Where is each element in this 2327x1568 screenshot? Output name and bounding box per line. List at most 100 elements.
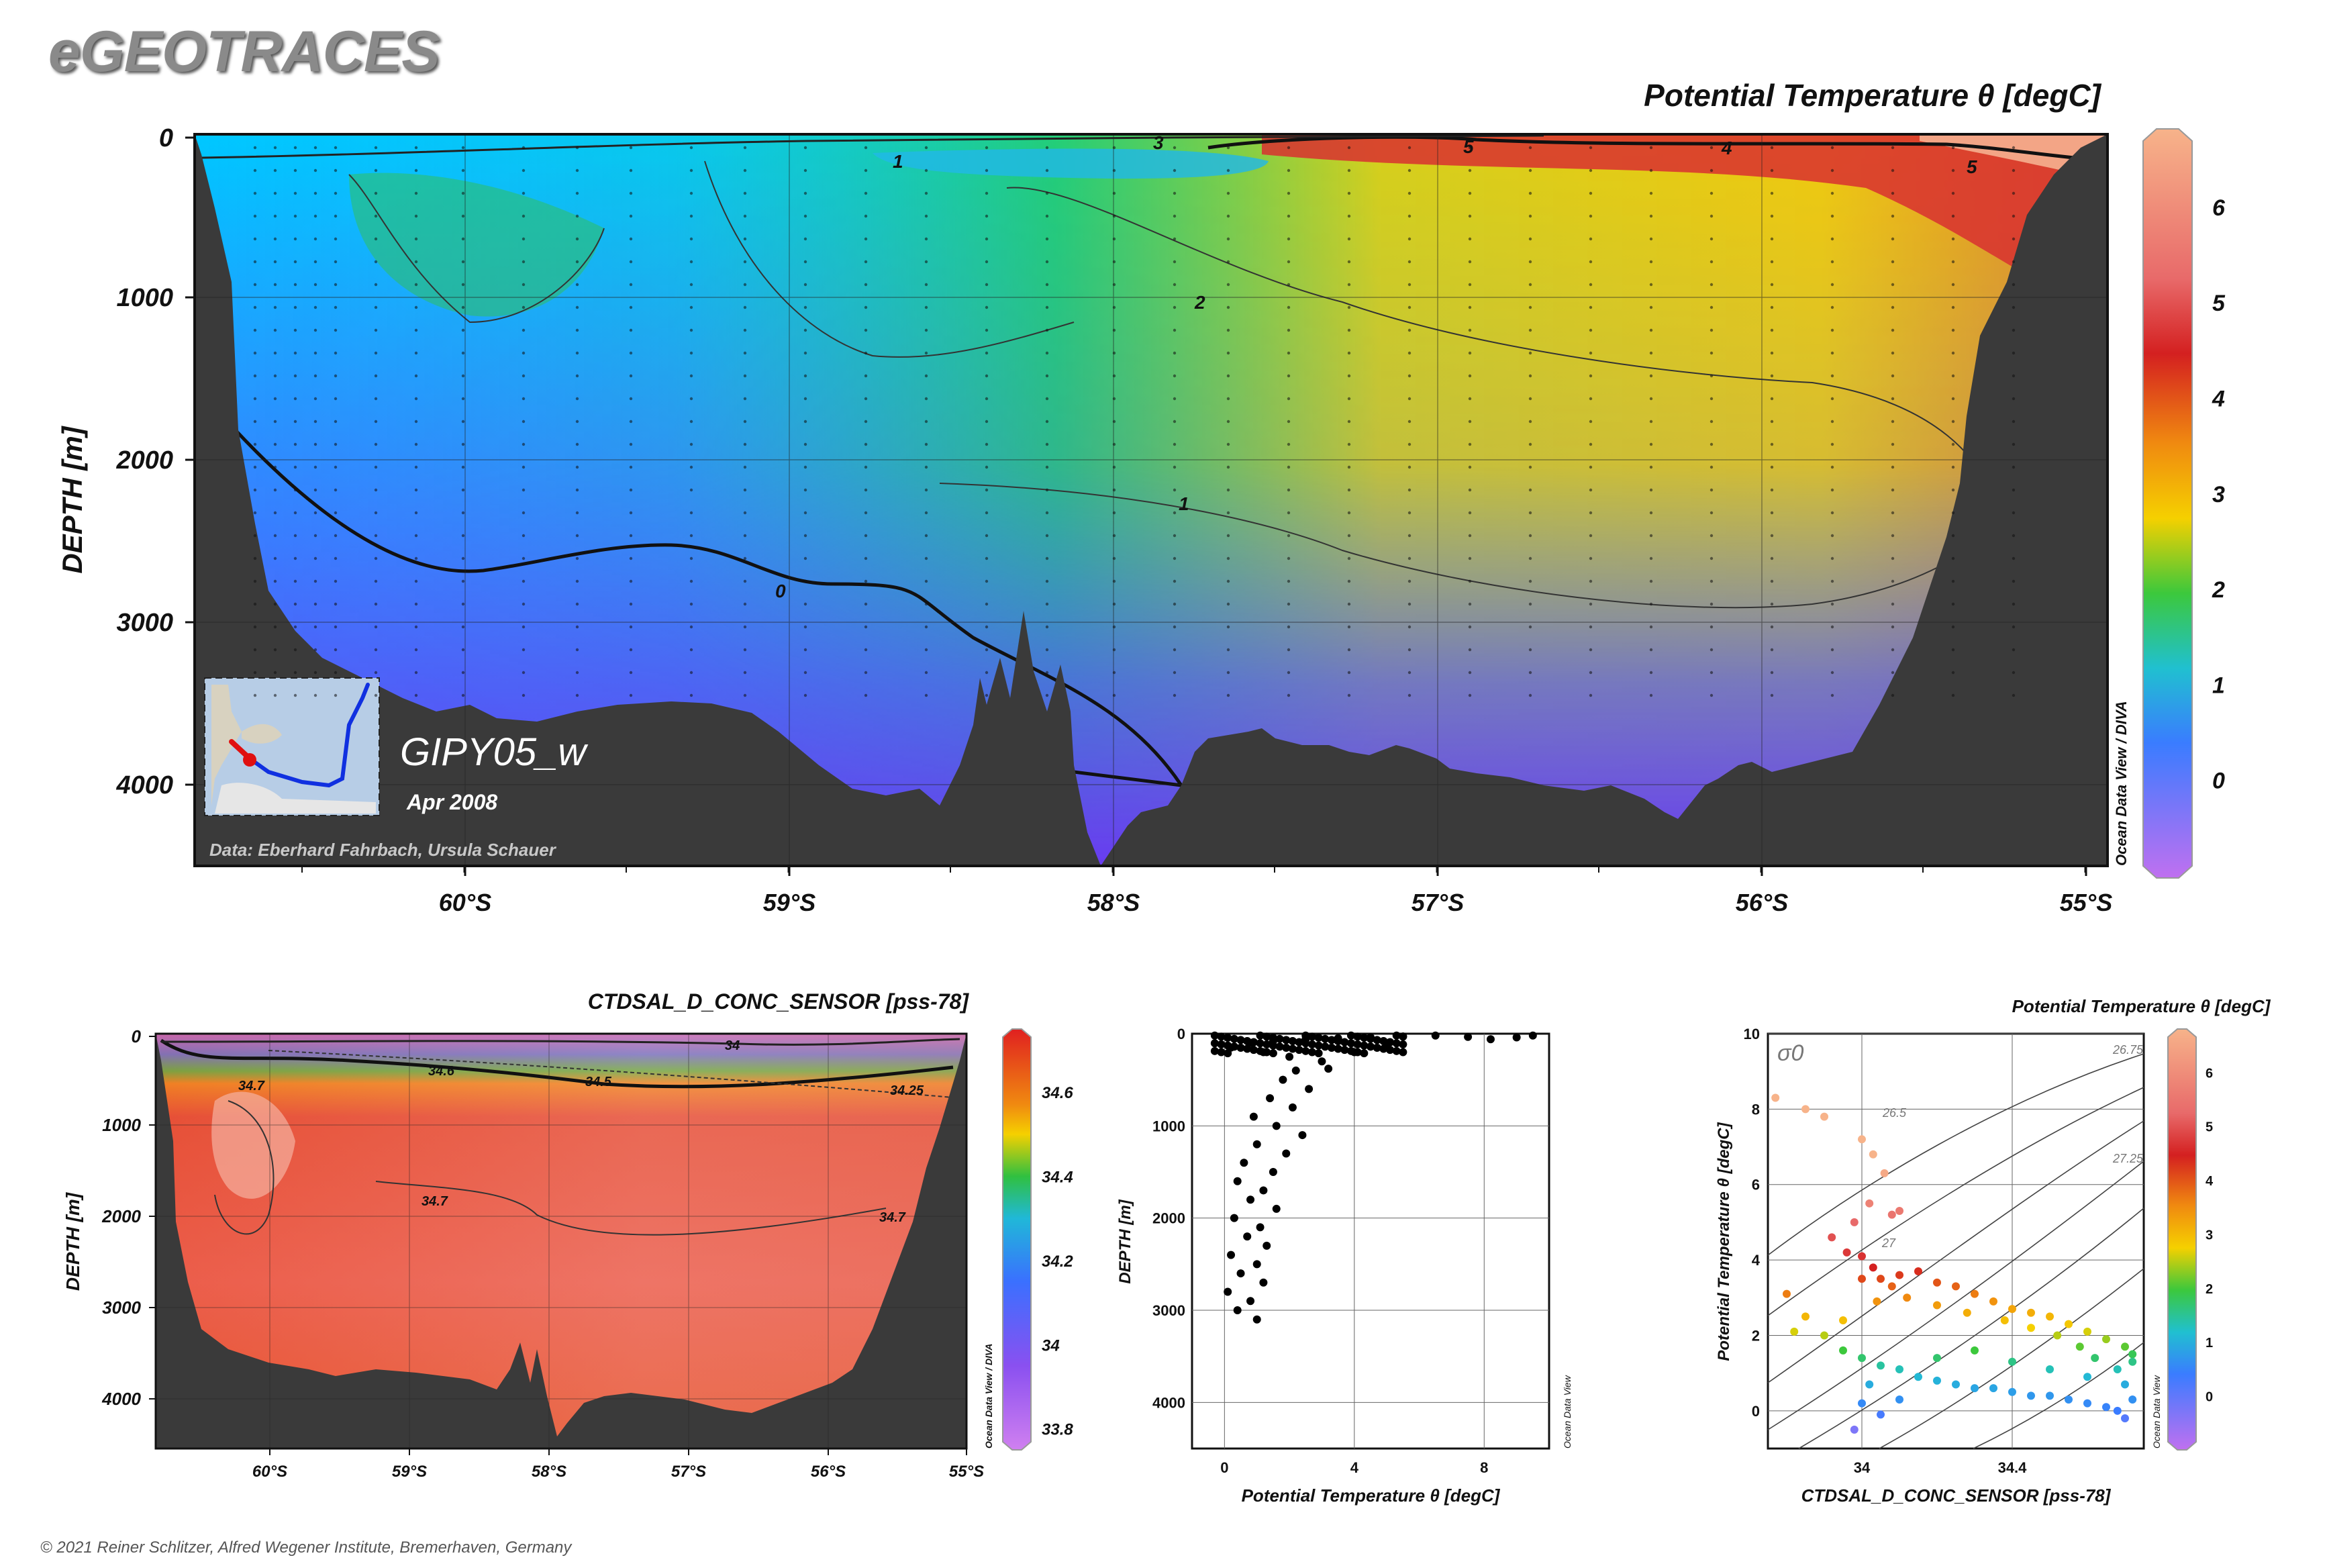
main-sample-dot xyxy=(253,283,257,287)
main-sample-dot xyxy=(1226,579,1230,583)
main-sample-dot xyxy=(1528,146,1532,150)
main-sample-dot xyxy=(1112,442,1116,446)
main-sample-dot xyxy=(743,579,747,583)
ts-colorbar-tick: 0 xyxy=(2206,1390,2213,1405)
ts-point xyxy=(1850,1425,1859,1434)
main-sample-dot xyxy=(273,465,277,469)
main-sample-dot xyxy=(1173,397,1177,401)
main-sample-dot xyxy=(1830,579,1834,583)
main-sample-dot xyxy=(1589,305,1593,309)
prof-point xyxy=(1230,1042,1238,1051)
main-sample-dot xyxy=(575,488,579,492)
main-sample-dot xyxy=(1045,397,1049,401)
main-sample-dot xyxy=(1770,214,1774,218)
main-sample-dot xyxy=(313,214,317,218)
main-sample-dot xyxy=(1528,534,1532,538)
main-sample-dot xyxy=(864,305,868,309)
main-sample-dot xyxy=(1287,305,1291,309)
ts-xtick-label: 34.4 xyxy=(1998,1459,2028,1476)
main-sample-dot xyxy=(803,305,807,309)
main-sample-dot xyxy=(1045,534,1049,538)
main-sample-dot xyxy=(414,305,418,309)
main-sample-dot xyxy=(273,556,277,560)
main-sample-dot xyxy=(575,351,579,355)
prof-gridlines xyxy=(1192,1034,1549,1449)
main-sample-dot xyxy=(1226,625,1230,629)
main-sample-dot xyxy=(689,283,693,287)
main-sample-dot xyxy=(1468,397,1472,401)
prof-point xyxy=(1266,1094,1275,1103)
sal-ytick-label: 2000 xyxy=(101,1206,141,1226)
main-sample-dot xyxy=(1528,237,1532,241)
main-sample-dot xyxy=(1528,351,1532,355)
main-sample-dot xyxy=(273,602,277,606)
main-sample-dot xyxy=(1710,351,1714,355)
main-sample-dot xyxy=(1891,534,1895,538)
prof-point xyxy=(1464,1032,1473,1041)
main-sample-dot xyxy=(864,328,868,332)
main-sample-dot xyxy=(522,260,526,264)
ts-colorbar-tick: 4 xyxy=(2206,1174,2214,1189)
main-sample-dot xyxy=(414,442,418,446)
main-sample-dot xyxy=(253,511,257,515)
ts-point xyxy=(2083,1327,2091,1336)
main-sample-dot xyxy=(1710,397,1714,401)
main-sample-dot xyxy=(2012,351,2016,355)
main-sample-dot xyxy=(1347,351,1351,355)
main-sample-dot xyxy=(1891,625,1895,629)
prof-point xyxy=(1346,1046,1355,1055)
main-sample-dot xyxy=(924,168,928,173)
main-sample-dot xyxy=(1468,556,1472,560)
ts-title: Potential Temperature θ [degC] xyxy=(2012,996,2271,1016)
ts-point xyxy=(1839,1346,1847,1355)
prof-plot-frame xyxy=(1191,1032,1550,1450)
main-sample-dot xyxy=(522,420,526,424)
main-sample-dot xyxy=(1173,328,1177,332)
main-sample-dot xyxy=(1112,511,1116,515)
main-sample-dot xyxy=(1770,534,1774,538)
main-sample-dot xyxy=(1112,693,1116,697)
ts-point xyxy=(1850,1218,1859,1226)
main-sample-dot xyxy=(334,693,338,697)
prof-point xyxy=(1291,1066,1300,1075)
main-sample-dot xyxy=(1045,420,1049,424)
main-side-label: Ocean Data View / DIVA xyxy=(2113,701,2130,866)
main-sample-dot xyxy=(629,648,633,652)
main-sample-dot xyxy=(985,693,989,697)
ts-diagram-chart: Potential Temperature θ [degC] σ0 26.75 … xyxy=(1715,996,2271,1506)
prof-ytick-label: 2000 xyxy=(1152,1210,1185,1227)
prof-point xyxy=(1321,1042,1330,1051)
prof-xtick-label: 4 xyxy=(1350,1459,1359,1476)
prof-point xyxy=(1269,1168,1277,1176)
main-sample-dot xyxy=(273,511,277,515)
main-sample-dot xyxy=(575,625,579,629)
prof-point xyxy=(1230,1214,1238,1222)
main-sample-dot xyxy=(293,488,297,492)
main-sample-dot xyxy=(253,191,257,195)
main-sample-dot xyxy=(1347,579,1351,583)
main-sample-dot xyxy=(1226,328,1230,332)
main-sample-dot xyxy=(629,146,633,150)
main-sample-dot xyxy=(1407,579,1412,583)
main-section-chart: Potential Temperature θ [degC] DEPTH [m]… xyxy=(56,78,2226,916)
main-sample-dot xyxy=(1347,420,1351,424)
main-sample-dot xyxy=(1951,671,1955,675)
main-gridlines xyxy=(195,134,2108,866)
main-sample-dot xyxy=(985,488,989,492)
svg-text:34.6: 34.6 xyxy=(428,1064,455,1079)
main-sample-dot xyxy=(1770,625,1774,629)
prof-point xyxy=(1269,1049,1277,1058)
ts-point xyxy=(1903,1293,1912,1302)
main-sample-dot xyxy=(575,648,579,652)
main-sample-dot xyxy=(1528,488,1532,492)
main-sample-dot xyxy=(629,374,633,378)
main-sample-dot xyxy=(1770,442,1774,446)
main-sample-dot xyxy=(1347,534,1351,538)
main-xtick-label: 57°S xyxy=(1412,889,1464,916)
main-sample-dot xyxy=(1226,671,1230,675)
main-sample-dot xyxy=(864,648,868,652)
prof-point xyxy=(1379,1036,1388,1045)
ts-point xyxy=(1771,1093,1780,1102)
main-sample-dot xyxy=(374,648,378,652)
ts-point xyxy=(2083,1399,2091,1408)
